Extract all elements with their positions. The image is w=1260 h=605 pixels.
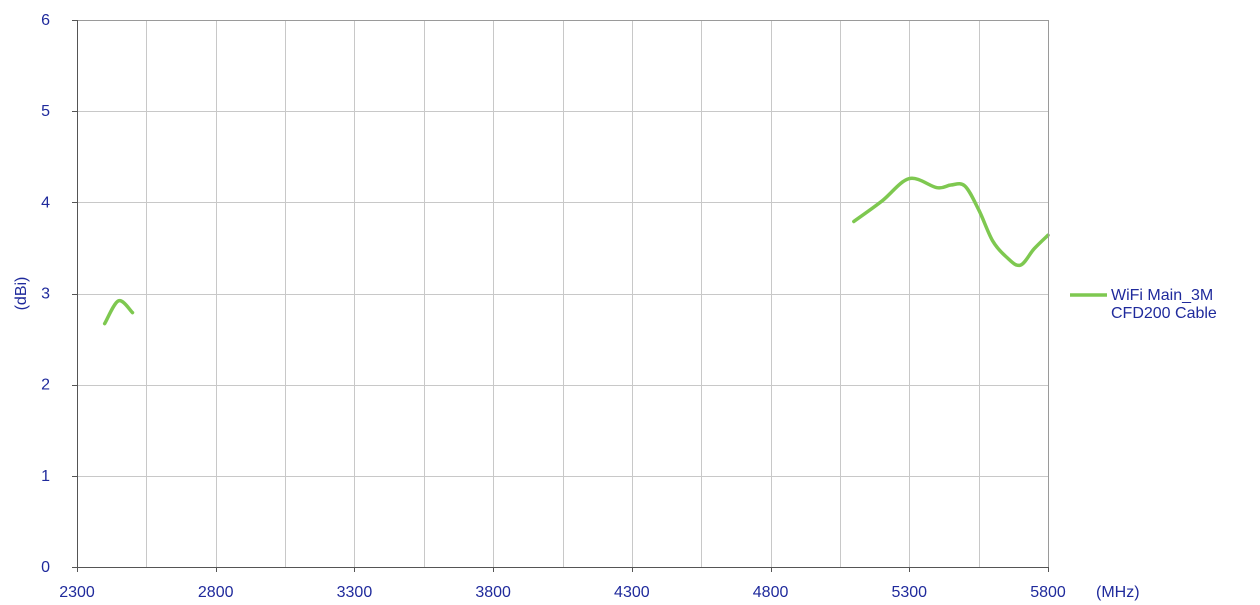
legend-label: WiFi Main_3M <box>1111 287 1213 304</box>
y-axis-title: (dBi) <box>13 277 30 311</box>
x-tick-label: 5800 <box>1030 584 1066 601</box>
legend-label: CFD200 Cable <box>1111 305 1217 322</box>
x-tick-label: 2300 <box>59 584 95 601</box>
x-tick-label: 4800 <box>753 584 789 601</box>
series-line-segment <box>102 298 135 326</box>
x-tick-label: 3300 <box>337 584 373 601</box>
x-tick-label: 2800 <box>198 584 234 601</box>
x-tick-label: 5300 <box>891 584 927 601</box>
axes: 0 1 2 3 4 5 6 2300 2800 3300 3800 4300 4800 5300 5800 <box>41 12 1066 601</box>
series-line-segment <box>852 176 1050 268</box>
y-tick-label: 4 <box>41 194 50 211</box>
y-tick-label: 3 <box>41 286 50 303</box>
x-tick-label: 4300 <box>614 584 650 601</box>
y-tick-label: 1 <box>41 468 50 485</box>
y-tick-label: 6 <box>41 12 50 29</box>
series-layer <box>102 176 1050 326</box>
y-tick-label: 5 <box>41 103 50 120</box>
y-tick-label: 2 <box>41 377 50 394</box>
x-axis-title: (MHz) <box>1096 584 1140 601</box>
grid <box>77 20 1048 567</box>
x-tick-label: 3800 <box>475 584 511 601</box>
y-tick-label: 0 <box>41 559 50 576</box>
